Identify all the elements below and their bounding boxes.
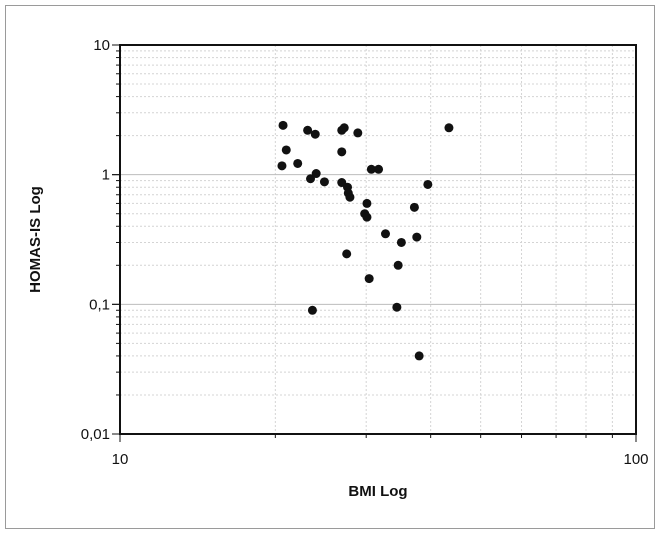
data-point — [311, 169, 321, 179]
data-point — [393, 260, 403, 270]
data-point — [306, 174, 316, 184]
data-point — [345, 192, 355, 202]
data-point — [412, 232, 422, 242]
data-point — [303, 125, 313, 135]
y-tick-label: 0,1 — [89, 296, 110, 313]
data-point — [342, 249, 352, 259]
data-point — [414, 351, 424, 361]
x-axis-title: BMI Log — [348, 483, 407, 500]
x-tick-label: 100 — [623, 451, 648, 468]
y-axis-title: HOMAS-IS Log — [27, 186, 44, 293]
data-point — [307, 305, 317, 315]
chart-frame: 10 100 0,01 0,1 1 10 BMI Log HOMAS-IS Log — [5, 5, 655, 529]
ticks: 10 100 0,01 0,1 1 10 — [81, 37, 649, 468]
data-point — [381, 229, 391, 239]
data-point — [362, 212, 372, 222]
data-point — [310, 129, 320, 139]
y-tick-label: 10 — [93, 37, 110, 54]
data-point — [374, 164, 384, 174]
x-tick-label: 10 — [112, 451, 129, 468]
data-point — [293, 158, 303, 168]
data-point — [366, 164, 376, 174]
data-point — [392, 302, 402, 312]
data-point — [319, 177, 329, 187]
y-tick-label: 1 — [102, 167, 110, 184]
data-point — [353, 128, 363, 138]
scatter-chart: 10 100 0,01 0,1 1 10 BMI Log HOMAS-IS Log — [27, 37, 649, 500]
data-point — [277, 161, 287, 171]
grid — [120, 45, 636, 434]
data-point — [339, 123, 349, 133]
y-tick-label: 0,01 — [81, 426, 110, 443]
data-point — [444, 123, 454, 133]
data-point — [337, 147, 347, 157]
data-point — [364, 274, 374, 284]
data-point — [281, 145, 291, 155]
data-point — [278, 120, 288, 130]
data-point — [362, 198, 372, 208]
data-point — [409, 202, 419, 212]
data-point — [396, 237, 406, 247]
data-point — [423, 179, 433, 189]
data-points — [277, 120, 454, 361]
plot-area — [119, 44, 637, 435]
